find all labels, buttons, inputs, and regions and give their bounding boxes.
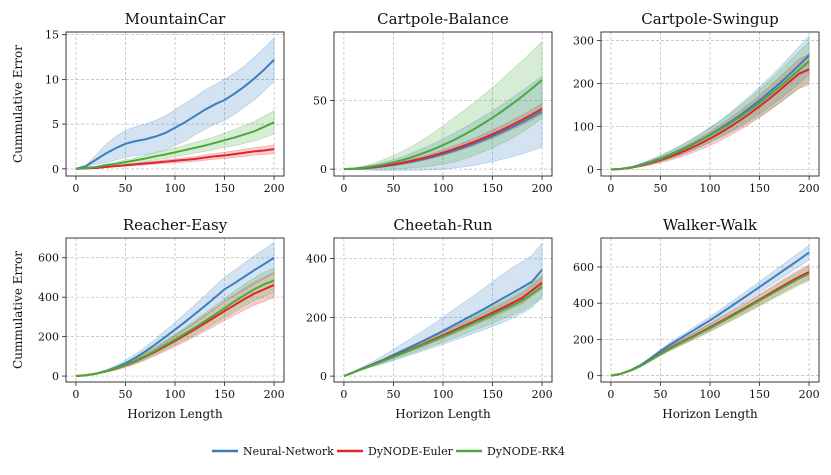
panel-walker-walk-xtick-label: 50 [653, 388, 667, 401]
panel-walker-walk-title: Walker-Walk [663, 216, 758, 234]
panel-walker-walk-xtick-label: 200 [799, 388, 820, 401]
panel-cartpole-swingup-ytick-label: 300 [573, 35, 594, 48]
panel-cartpole-balance-xtick-label: 50 [386, 182, 400, 195]
panel-walker-walk-line-dynode-rk4 [610, 272, 810, 377]
legend-label-dynode-rk4: DyNODE-RK4 [487, 445, 565, 458]
panel-cartpole-balance-xtick-label: 200 [532, 182, 553, 195]
panel-reacher-easy-xtick-label: 100 [165, 388, 186, 401]
panel-cartpole-balance-xtick-label: 150 [482, 182, 503, 195]
panel-mountaincar-xtick-label: 100 [165, 182, 186, 195]
panel-walker-walk: 0 50 100 150 200 0 200 400 600 Walker-Walk Horizon… [573, 216, 820, 421]
panel-walker-walk-ytick-label: 200 [573, 333, 594, 346]
panel-cartpole-swingup-band-dynode-euler [610, 53, 810, 170]
panel-mountaincar-xtick-label: 0 [72, 182, 79, 195]
panel-cheetah-run-xtick-label: 0 [340, 388, 347, 401]
panel-cheetah-run-xtick-label: 150 [482, 388, 503, 401]
panel-cartpole-swingup-xtick-label: 0 [607, 182, 614, 195]
panel-cartpole-balance-ytick-label: 50 [313, 95, 327, 108]
panel-mountaincar-xtick-label: 200 [264, 182, 285, 195]
panel-reacher-easy-xlabel: Horizon Length [127, 407, 223, 421]
panel-walker-walk-xtick-label: 150 [749, 388, 770, 401]
panel-walker-walk-ytick-label: 400 [573, 297, 594, 310]
panel-reacher-easy-xtick-label: 50 [118, 388, 132, 401]
panel-reacher-easy-ytick-label: 400 [38, 291, 59, 304]
panel-cartpole-balance-ytick-label: 0 [320, 163, 327, 176]
panel-mountaincar-band-dynode-rk4 [75, 110, 275, 170]
panel-cheetah-run-ytick-label: 0 [320, 370, 327, 383]
panel-reacher-easy-ytick-label: 200 [38, 331, 59, 344]
panel-cartpole-balance-line-dynode-rk4 [343, 79, 543, 171]
panel-cartpole-swingup-ytick-label: 100 [573, 121, 594, 134]
panel-cheetah-run-xtick-label: 50 [386, 388, 400, 401]
panel-mountaincar-band-neural-network [75, 37, 275, 170]
panel-cartpole-swingup-line-dynode-rk4 [610, 60, 810, 171]
panel-cartpole-swingup-xtick-label: 200 [799, 182, 820, 195]
panel-cartpole-swingup-xtick-label: 100 [700, 182, 721, 195]
panel-walker-walk-xlabel: Horizon Length [662, 407, 758, 421]
panel-reacher-easy-ytick-label: 600 [38, 252, 59, 265]
panel-cheetah-run-title: Cheetah-Run [393, 216, 493, 234]
panel-mountaincar-ytick-label: 5 [52, 118, 59, 131]
panels-group: 0 50 100 150 200 0 5 10 15 MountainCar Cummulative… [11, 10, 820, 421]
panel-cartpole-swingup-title: Cartpole-Swingup [641, 10, 778, 28]
panel-mountaincar-xtick-label: 50 [118, 182, 132, 195]
panel-cheetah-run-xlabel: Horizon Length [395, 407, 491, 421]
panel-cheetah-run-line-dynode-rk4 [343, 285, 543, 378]
panel-mountaincar-xtick-label: 150 [214, 182, 235, 195]
panel-cartpole-balance-xtick-label: 0 [340, 182, 347, 195]
panel-cartpole-swingup-xtick-label: 150 [749, 182, 770, 195]
panel-walker-walk-ytick-label: 0 [587, 370, 594, 383]
panel-mountaincar-line-dynode-rk4 [75, 121, 275, 170]
panel-reacher-easy: 0 50 100 150 200 0 200 400 600 Reacher-Easy Horizo… [11, 216, 285, 421]
legend-label-neural-network: Neural-Network [243, 445, 334, 458]
panel-mountaincar: 0 50 100 150 200 0 5 10 15 MountainCar Cummulative… [11, 10, 285, 195]
panel-mountaincar-ytick-label: 0 [52, 163, 59, 176]
panel-cartpole-swingup-ytick-label: 200 [573, 78, 594, 91]
legend: Neural-Network DyNODE-Euler DyNODE-RK4 [212, 445, 565, 458]
panel-cartpole-swingup-ytick-label: 0 [587, 164, 594, 177]
panel-reacher-easy-xtick-label: 0 [72, 388, 79, 401]
panel-reacher-easy-line-dynode-rk4 [75, 279, 275, 378]
panel-mountaincar-line-neural-network [75, 59, 275, 170]
panel-reacher-easy-ylabel: Cummulative Error [11, 251, 25, 369]
panel-mountaincar-ytick-label: 10 [45, 73, 59, 86]
panel-cheetah-run-ytick-label: 200 [306, 311, 327, 324]
panel-walker-walk-xtick-label: 100 [700, 388, 721, 401]
panel-mountaincar-ylabel: Cummulative Error [11, 45, 25, 163]
panel-cartpole-swingup-band-dynode-rk4 [610, 41, 810, 170]
panel-cartpole-balance-xtick-label: 100 [433, 182, 454, 195]
panel-mountaincar-ytick-label: 15 [45, 29, 59, 42]
legend-label-dynode-euler: DyNODE-Euler [368, 445, 454, 458]
panel-cartpole-balance-title: Cartpole-Balance [377, 10, 509, 28]
panel-cartpole-swingup-xtick-label: 50 [653, 182, 667, 195]
panel-walker-walk-ytick-label: 600 [573, 261, 594, 274]
panel-reacher-easy-xtick-label: 200 [264, 388, 285, 401]
panel-cheetah-run: 0 50 100 150 200 0 200 400 Cheetah-Run Horizon Le… [306, 216, 553, 421]
panel-cheetah-run-ytick-label: 400 [306, 253, 327, 266]
panel-mountaincar-title: MountainCar [125, 10, 227, 28]
panel-reacher-easy-title: Reacher-Easy [123, 216, 228, 234]
panel-cheetah-run-xtick-label: 100 [433, 388, 454, 401]
panel-reacher-easy-xtick-label: 150 [214, 388, 235, 401]
panel-cartpole-balance: 0 50 100 150 200 0 50 Cartpole-Balance [313, 10, 553, 195]
panel-walker-walk-xtick-label: 0 [607, 388, 614, 401]
panel-reacher-easy-ytick-label: 0 [52, 370, 59, 383]
panel-cartpole-swingup: 0 50 100 150 200 0 100 200 300 Cartpole-Swingup [573, 10, 820, 195]
panel-cheetah-run-xtick-label: 200 [532, 388, 553, 401]
panel-mountaincar-line-dynode-euler [75, 148, 275, 170]
